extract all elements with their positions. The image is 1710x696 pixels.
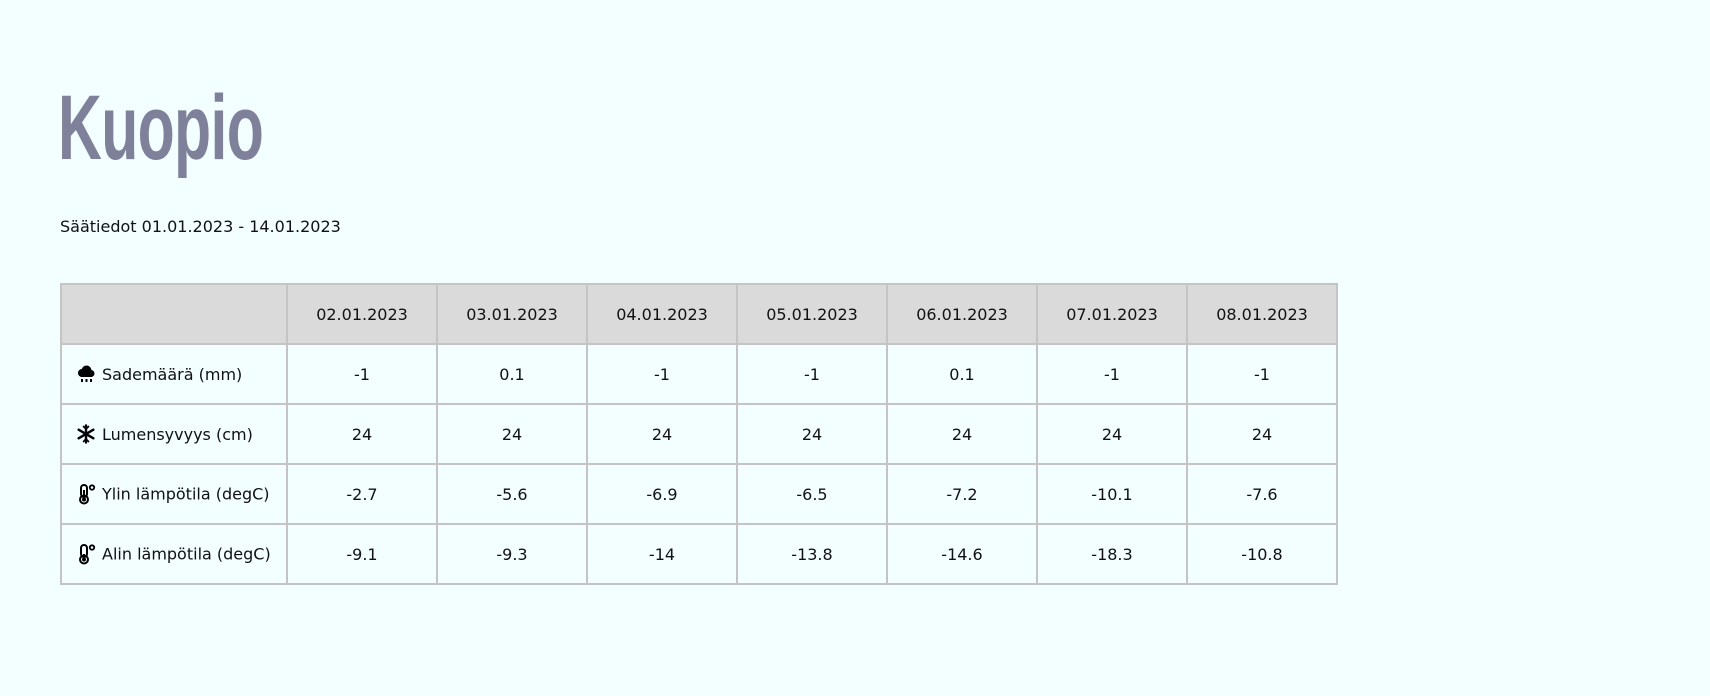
- row-label-cell: Lumensyvyys (cm): [60, 403, 288, 465]
- table-cell: -1: [286, 343, 438, 405]
- table-cell: -9.1: [286, 523, 438, 585]
- date-header: 08.01.2023: [1186, 283, 1338, 345]
- table-cell: -14.6: [886, 523, 1038, 585]
- page-title: Kuopio: [58, 77, 264, 179]
- date-header: 03.01.2023: [436, 283, 588, 345]
- table-cell: -14: [586, 523, 738, 585]
- table-cell: -1: [1186, 343, 1338, 405]
- header-corner-cell: [60, 283, 288, 345]
- table-cell: -5.6: [436, 463, 588, 525]
- table-cell: -10.8: [1186, 523, 1338, 585]
- thermometer-icon: [76, 483, 102, 505]
- table-cell: 24: [1036, 403, 1188, 465]
- weather-table: 02.01.2023 03.01.2023 04.01.2023 05.01.2…: [60, 283, 1338, 585]
- date-header: 06.01.2023: [886, 283, 1038, 345]
- thermometer-icon: [76, 543, 102, 565]
- table-cell: -13.8: [736, 523, 888, 585]
- table-cell: 24: [1186, 403, 1338, 465]
- row-label-cell: Sademäärä (mm): [60, 343, 288, 405]
- rain-cloud-icon: [76, 364, 102, 384]
- table-cell: -6.9: [586, 463, 738, 525]
- date-range-subtitle: Säätiedot 01.01.2023 - 14.01.2023: [60, 217, 341, 236]
- table-cell: -7.2: [886, 463, 1038, 525]
- table-cell: 24: [436, 403, 588, 465]
- table-row-snow-depth: Lumensyvyys (cm) 24 24 24 24 24 24 24: [60, 403, 1338, 465]
- table-cell: -9.3: [436, 523, 588, 585]
- date-header: 05.01.2023: [736, 283, 888, 345]
- table-row-min-temperature: Alin lämpötila (degC) -9.1 -9.3 -14 -13.…: [60, 523, 1338, 585]
- table-cell: -10.1: [1036, 463, 1188, 525]
- table-cell: -6.5: [736, 463, 888, 525]
- table-cell: 24: [736, 403, 888, 465]
- table-cell: 24: [886, 403, 1038, 465]
- table-cell: -18.3: [1036, 523, 1188, 585]
- table-cell: -1: [1036, 343, 1188, 405]
- row-label: Alin lämpötila (degC): [102, 544, 271, 564]
- row-label-cell: Alin lämpötila (degC): [60, 523, 288, 585]
- table-cell: 24: [286, 403, 438, 465]
- table-cell: -1: [586, 343, 738, 405]
- date-header: 02.01.2023: [286, 283, 438, 345]
- row-label: Ylin lämpötila (degC): [102, 484, 270, 504]
- row-label-cell: Ylin lämpötila (degC): [60, 463, 288, 525]
- table-cell: -7.6: [1186, 463, 1338, 525]
- table-cell: 24: [586, 403, 738, 465]
- row-label: Lumensyvyys (cm): [102, 424, 253, 444]
- date-header: 04.01.2023: [586, 283, 738, 345]
- row-label: Sademäärä (mm): [102, 364, 243, 384]
- snowflake-icon: [76, 424, 102, 444]
- date-header: 07.01.2023: [1036, 283, 1188, 345]
- table-header-row: 02.01.2023 03.01.2023 04.01.2023 05.01.2…: [60, 283, 1338, 345]
- table-row-max-temperature: Ylin lämpötila (degC) -2.7 -5.6 -6.9 -6.…: [60, 463, 1338, 525]
- table-cell: -2.7: [286, 463, 438, 525]
- table-cell: -1: [736, 343, 888, 405]
- table-row-precipitation: Sademäärä (mm) -1 0.1 -1 -1 0.1 -1 -1: [60, 343, 1338, 405]
- table-cell: 0.1: [886, 343, 1038, 405]
- table-cell: 0.1: [436, 343, 588, 405]
